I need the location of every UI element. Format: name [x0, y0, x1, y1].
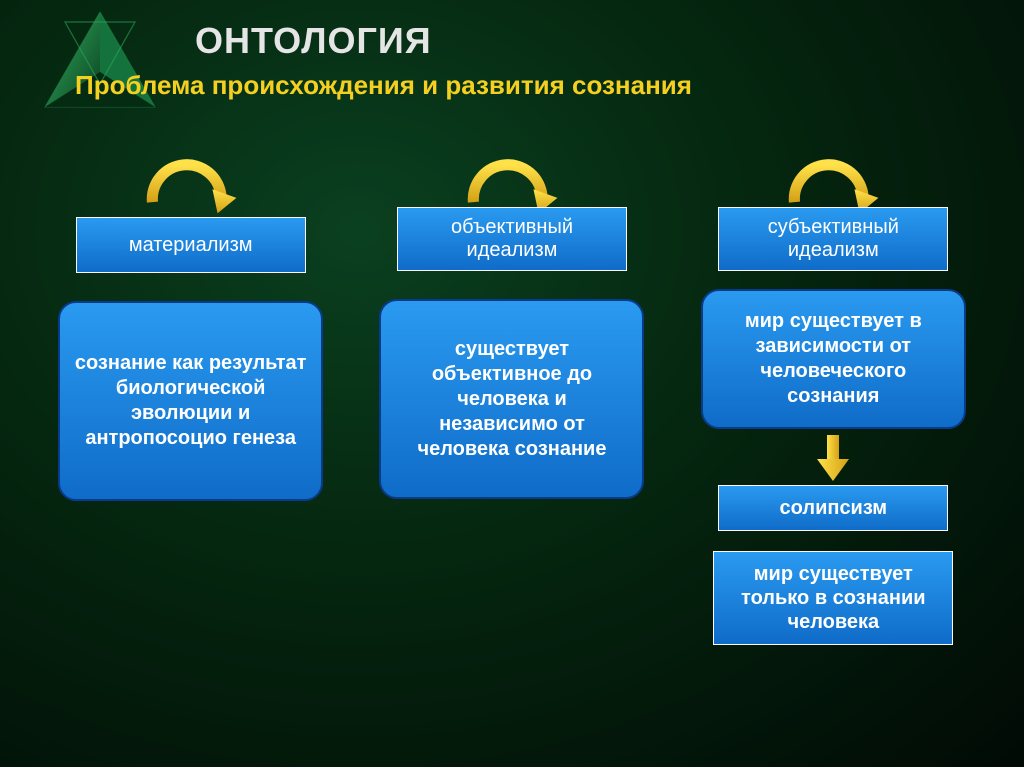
desc-subjective-idealism: мир существует в зависимости от человече…: [701, 289, 966, 429]
column-objective-idealism: объективный идеализм существует объектив…: [372, 155, 652, 645]
column-materialism: материализм сознание как результат биоло…: [51, 155, 331, 645]
main-title: ОНТОЛОГИЯ: [195, 20, 955, 62]
label-solipsism: солипсизм: [718, 485, 948, 531]
title-block: ОНТОЛОГИЯ Проблема происхождения и разви…: [195, 20, 955, 101]
desc-objective-idealism: существует объективное до человека и нез…: [379, 299, 644, 499]
corner-triangle-decoration: [40, 12, 160, 122]
desc-solipsism: мир существует только в сознании человек…: [713, 551, 953, 645]
desc-materialism: сознание как результат биологической эво…: [58, 301, 323, 501]
arc-arrow-icon: [768, 155, 898, 215]
columns-container: материализм сознание как результат биоло…: [0, 155, 1024, 645]
arc-arrow-icon: [447, 155, 577, 215]
label-subjective-idealism: субъективный идеализм: [718, 207, 948, 271]
subtitle: Проблема происхождения и развития сознан…: [75, 70, 955, 101]
label-materialism: материализм: [76, 217, 306, 273]
label-objective-idealism: объективный идеализм: [397, 207, 627, 271]
column-subjective-idealism: субъективный идеализм мир существует в з…: [693, 155, 973, 645]
down-arrow-icon: [815, 435, 851, 481]
arc-arrow-icon: [126, 155, 256, 215]
